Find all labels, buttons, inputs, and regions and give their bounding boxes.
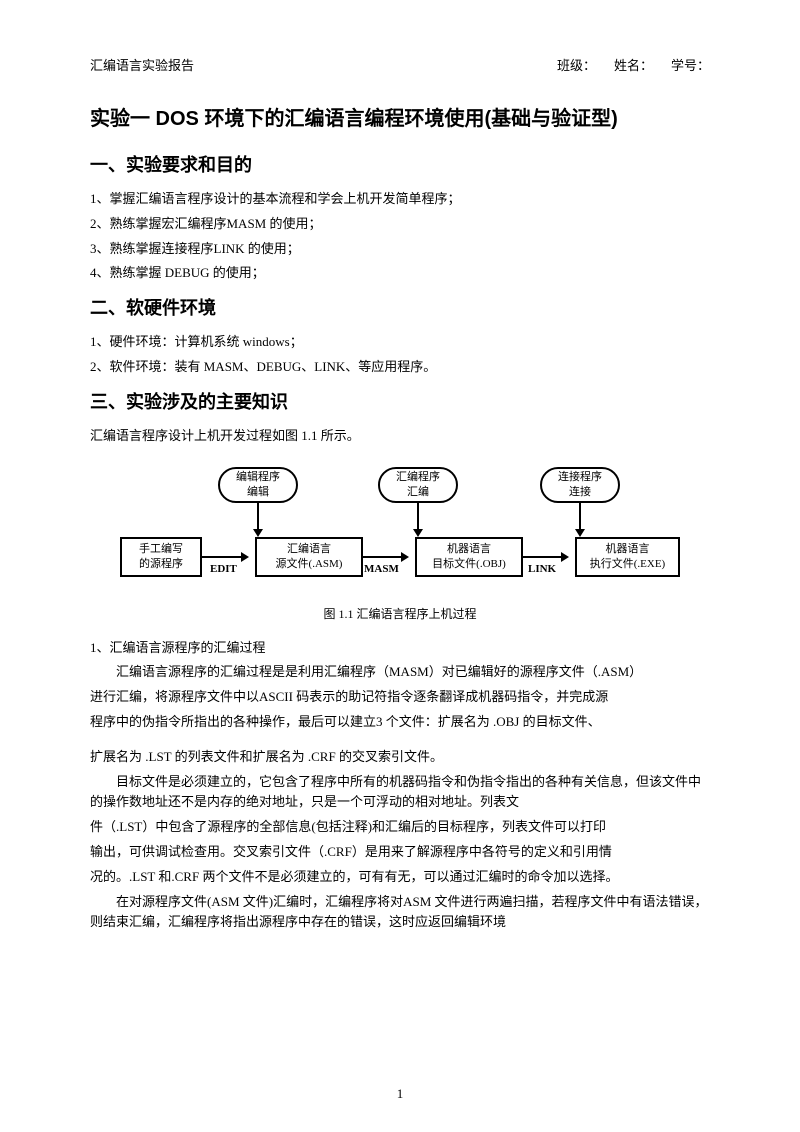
flowchart-oval-assemble: 汇编程序 汇编 — [378, 467, 458, 503]
arrow-label-masm: MASM — [364, 563, 399, 575]
oval-link-line2: 连接 — [569, 485, 591, 499]
section1-item-1: 1、掌握汇编语言程序设计的基本流程和学会上机开发简单程序； — [90, 189, 710, 210]
header-right-group: 班级： 姓名： 学号： — [557, 55, 710, 74]
arrow-h-masm — [363, 556, 407, 558]
body-p10: 在对源程序文件(ASM 文件)汇编时，汇编程序将对ASM 文件进行两遍扫描，若程… — [90, 892, 710, 934]
rect-source-line1: 手工编写 — [139, 542, 183, 556]
page-header: 汇编语言实验报告 班级： 姓名： 学号： — [90, 55, 710, 74]
arrow-v-1 — [257, 503, 259, 535]
section1-item-2: 2、熟练掌握宏汇编程序MASM 的使用； — [90, 214, 710, 235]
page-title: 实验一 DOS 环境下的汇编语言编程环境使用(基础与验证型) — [90, 102, 710, 131]
body-p9: 况的。.LST 和.CRF 两个文件不是必须建立的，可有有无，可以通过汇编时的命… — [90, 867, 710, 888]
section2-item-2: 2、软件环境：装有 MASM、DEBUG、LINK、等应用程序。 — [90, 357, 710, 378]
body-p2: 汇编语言源程序的汇编过程是是利用汇编程序（MASM）对已编辑好的源程序文件（.A… — [90, 662, 710, 683]
section1-heading: 一、实验要求和目的 — [90, 151, 710, 177]
rect-exe-line2: 执行文件(.EXE) — [590, 557, 665, 571]
rect-obj-line2: 目标文件(.OBJ) — [432, 557, 506, 571]
rect-asm-line1: 汇编语言 — [287, 542, 331, 556]
section2-heading: 二、软硬件环境 — [90, 294, 710, 320]
rect-obj-line1: 机器语言 — [447, 542, 491, 556]
rect-source-line2: 的源程序 — [139, 557, 183, 571]
arrow-v-2 — [417, 503, 419, 535]
flowchart-rect-source: 手工编写 的源程序 — [120, 537, 202, 577]
rect-asm-line2: 源文件(.ASM) — [276, 557, 343, 571]
flowchart-diagram: 编辑程序 编辑 汇编程序 汇编 连接程序 连接 手工编写 的源程序 汇编语言 源… — [120, 467, 680, 587]
section3-intro: 汇编语言程序设计上机开发过程如图 1.1 所示。 — [90, 426, 710, 447]
class-label: 班级： — [557, 55, 596, 74]
arrow-v-3 — [579, 503, 581, 535]
rect-exe-line1: 机器语言 — [606, 542, 650, 556]
oval-assemble-line2: 汇编 — [407, 485, 429, 499]
flowchart-oval-edit: 编辑程序 编辑 — [218, 467, 298, 503]
flowchart-oval-link: 连接程序 连接 — [540, 467, 620, 503]
body-p1: 1、汇编语言源程序的汇编过程 — [90, 638, 710, 659]
flowchart-rect-asm: 汇编语言 源文件(.ASM) — [255, 537, 363, 577]
page-number: 1 — [0, 1086, 800, 1102]
body-p7: 件（.LST）中包含了源程序的全部信息(包括注释)和汇编后的目标程序，列表文件可… — [90, 817, 710, 838]
oval-edit-line1: 编辑程序 — [236, 470, 280, 484]
flowchart-rect-obj: 机器语言 目标文件(.OBJ) — [415, 537, 523, 577]
oval-link-line1: 连接程序 — [558, 470, 602, 484]
body-p6: 目标文件是必须建立的，它包含了程序中所有的机器码指令和伪指令指出的各种有关信息，… — [90, 772, 710, 814]
section1-item-3: 3、熟练掌握连接程序LINK 的使用； — [90, 239, 710, 260]
body-p8: 输出，可供调试检查用。交叉索引文件（.CRF）是用来了解源程序中各符号的定义和引… — [90, 842, 710, 863]
name-label: 姓名： — [614, 55, 653, 74]
arrow-label-edit: EDIT — [210, 563, 237, 575]
oval-assemble-line1: 汇编程序 — [396, 470, 440, 484]
section2-item-1: 1、硬件环境：计算机系统 windows； — [90, 332, 710, 353]
arrow-h-edit — [202, 556, 247, 558]
arrow-label-link: LINK — [528, 563, 556, 575]
flowchart-rect-exe: 机器语言 执行文件(.EXE) — [575, 537, 680, 577]
oval-edit-line2: 编辑 — [247, 485, 269, 499]
arrow-h-link — [523, 556, 567, 558]
body-p4: 程序中的伪指令所指出的各种操作，最后可以建立3 个文件：扩展名为 .OBJ 的目… — [90, 712, 710, 733]
id-label: 学号： — [671, 55, 710, 74]
body-p3: 进行汇编，将源程序文件中以ASCII 码表示的助记符指令逐条翻译成机器码指令，并… — [90, 687, 710, 708]
body-p5: 扩展名为 .LST 的列表文件和扩展名为 .CRF 的交叉索引文件。 — [90, 747, 710, 768]
flowchart-caption: 图 1.1 汇编语言程序上机过程 — [90, 605, 710, 622]
section1-item-4: 4、熟练掌握 DEBUG 的使用； — [90, 263, 710, 284]
header-left-text: 汇编语言实验报告 — [90, 55, 194, 74]
section3-heading: 三、实验涉及的主要知识 — [90, 388, 710, 414]
